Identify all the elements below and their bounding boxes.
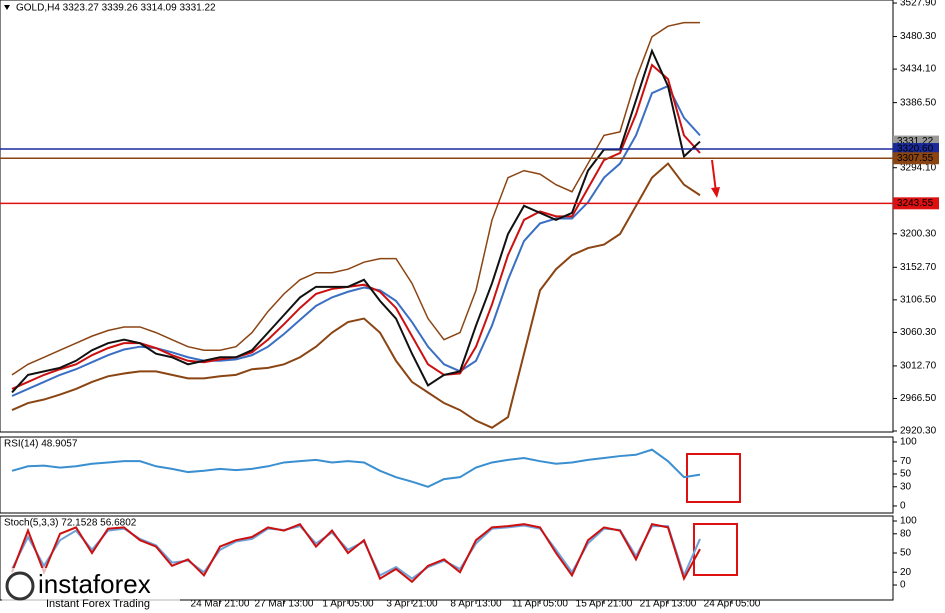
rsi-panel xyxy=(0,436,894,514)
y-tick-label: 3527.90 xyxy=(900,0,937,9)
level-tag xyxy=(893,197,939,210)
y-tick-label: 3060.30 xyxy=(900,327,937,338)
x-tick-label: 1 Apr 05:00 xyxy=(322,599,374,610)
watermark: instaforex Instant Forex Trading xyxy=(2,568,180,610)
y-tick-label: 0 xyxy=(900,501,906,512)
y-tick-label: 2966.50 xyxy=(900,393,937,404)
y-tick-label: 3434.10 xyxy=(900,64,937,75)
y-tick-label: 80 xyxy=(900,528,912,539)
y-tick-label: 50 xyxy=(900,548,912,559)
y-tick-label: 70 xyxy=(900,456,912,467)
level-tag xyxy=(893,152,939,165)
y-tick-label: 3386.50 xyxy=(900,97,937,108)
series-line xyxy=(11,522,701,584)
x-tick-label: 27 Mar 13:00 xyxy=(255,599,314,610)
series-line xyxy=(11,84,701,397)
y-tick-label: 0 xyxy=(900,580,906,591)
highlight-box xyxy=(693,523,738,576)
level-label: 3320.60 xyxy=(897,144,934,155)
arrow xyxy=(711,159,717,193)
y-tick-label: 20 xyxy=(900,567,912,578)
x-tick-label: 3 Apr 21:00 xyxy=(386,599,438,610)
series-line xyxy=(11,21,700,376)
y-tick-label: 3294.10 xyxy=(900,162,937,173)
level-tag xyxy=(893,143,939,156)
level-label: 3331.22 xyxy=(897,136,934,147)
price-panel xyxy=(0,0,894,433)
highlight-box xyxy=(686,453,741,503)
logo-icon xyxy=(5,571,35,601)
y-tick-label: 100 xyxy=(900,516,917,527)
y-tick-label: 3200.30 xyxy=(900,228,937,239)
collapse-icon[interactable] xyxy=(4,5,10,10)
series-line xyxy=(11,162,701,429)
series-line xyxy=(11,63,701,390)
x-tick-label: 8 Apr 13:00 xyxy=(450,599,502,610)
level-label: 3307.55 xyxy=(897,153,934,164)
brand-tagline: Instant Forex Trading xyxy=(46,598,150,610)
y-tick-label: 3480.30 xyxy=(900,31,937,42)
x-tick-label: 24 Apr 05:00 xyxy=(704,599,761,610)
x-tick-label: 24 Mar 21:00 xyxy=(191,599,250,610)
y-tick-label: 3012.70 xyxy=(900,361,937,372)
stoch-panel xyxy=(0,515,894,601)
y-tick-label: 30 xyxy=(900,481,912,492)
chart-title: GOLD,H4 3323.27 3339.26 3314.09 3331.22 xyxy=(16,3,216,14)
y-tick-label: 100 xyxy=(900,437,917,448)
series-line xyxy=(11,448,701,488)
y-tick-label: 50 xyxy=(900,469,912,480)
x-tick-label: 11 Apr 05:00 xyxy=(512,599,568,610)
arrow-head xyxy=(711,187,720,198)
y-tick-label: 3152.70 xyxy=(900,262,937,273)
brand-name: instaforex xyxy=(38,569,151,599)
rsi-title: RSI(14) 48.9057 xyxy=(4,439,78,450)
series-line xyxy=(11,48,701,394)
y-tick-label: 3106.50 xyxy=(900,294,937,305)
y-tick-label: 2920.30 xyxy=(900,426,937,437)
x-tick-label: 21 Apr 13:00 xyxy=(640,599,697,610)
x-tick-label: 15 Apr 21:00 xyxy=(576,599,633,610)
level-label: 3243.55 xyxy=(897,198,934,209)
stoch-title: Stoch(5,3,3) 72.1528 56.6802 xyxy=(4,518,137,529)
